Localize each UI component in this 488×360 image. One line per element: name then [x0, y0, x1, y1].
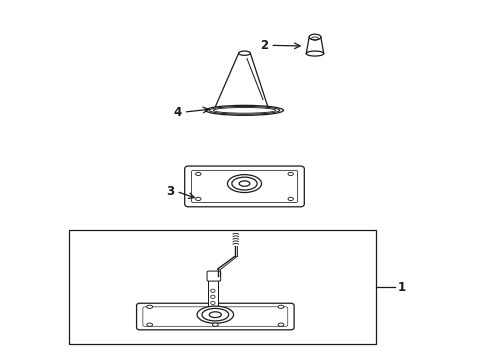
- Text: 2: 2: [259, 39, 267, 52]
- Ellipse shape: [195, 197, 201, 201]
- Ellipse shape: [238, 51, 250, 55]
- Ellipse shape: [231, 177, 257, 190]
- Ellipse shape: [202, 309, 228, 321]
- Ellipse shape: [213, 108, 275, 113]
- FancyBboxPatch shape: [206, 271, 220, 281]
- Ellipse shape: [227, 175, 261, 193]
- Ellipse shape: [305, 51, 323, 56]
- Ellipse shape: [210, 301, 215, 305]
- Ellipse shape: [209, 107, 279, 114]
- Ellipse shape: [210, 295, 215, 298]
- Ellipse shape: [239, 181, 249, 186]
- Text: 1: 1: [397, 281, 405, 294]
- Ellipse shape: [209, 312, 221, 318]
- Ellipse shape: [210, 289, 215, 292]
- Ellipse shape: [212, 323, 218, 326]
- Ellipse shape: [197, 306, 233, 323]
- Ellipse shape: [195, 172, 201, 176]
- Text: 4: 4: [173, 105, 181, 119]
- FancyBboxPatch shape: [136, 303, 293, 330]
- Ellipse shape: [308, 34, 320, 40]
- Text: 3: 3: [165, 185, 174, 198]
- Bar: [69, 230, 375, 344]
- Ellipse shape: [146, 305, 152, 309]
- FancyBboxPatch shape: [191, 170, 297, 203]
- Ellipse shape: [278, 305, 284, 309]
- Ellipse shape: [278, 323, 284, 326]
- Ellipse shape: [205, 105, 283, 115]
- Bar: [207, 276, 218, 309]
- Ellipse shape: [287, 172, 293, 176]
- Ellipse shape: [287, 197, 293, 201]
- Ellipse shape: [146, 323, 152, 326]
- FancyBboxPatch shape: [142, 307, 287, 326]
- FancyBboxPatch shape: [184, 166, 304, 207]
